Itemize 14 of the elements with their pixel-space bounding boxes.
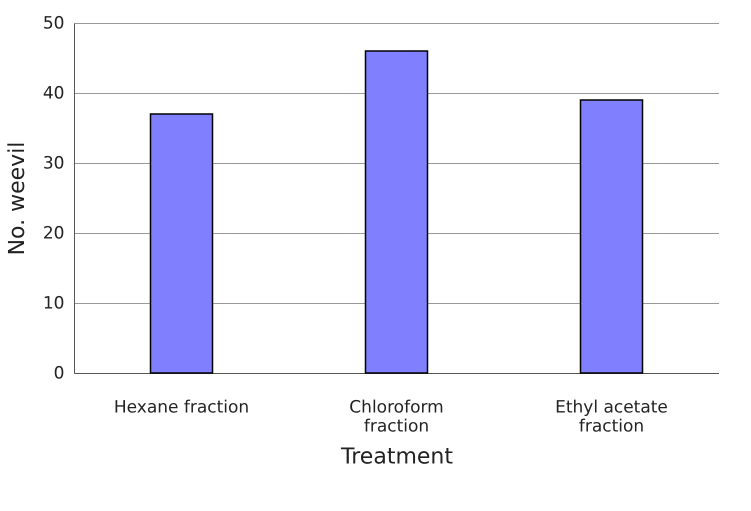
bar [364, 50, 428, 374]
y-axis-title: No. weevil [4, 142, 30, 256]
y-tick-label: 30 [42, 154, 64, 174]
x-tick-label: Ethyl acetate fraction [555, 398, 668, 436]
y-tick-label: 0 [54, 364, 64, 384]
x-tick-label: Chloroform fraction [349, 398, 444, 436]
y-tick-label: 10 [42, 294, 64, 314]
bar [580, 99, 644, 374]
y-tick-label: 20 [42, 224, 64, 244]
x-axis-title: Treatment [340, 444, 454, 470]
y-tick-label: 40 [42, 84, 64, 104]
x-tick-label: Hexane fraction [114, 398, 250, 418]
bar [150, 113, 214, 374]
y-tick-label: 50 [42, 14, 64, 34]
